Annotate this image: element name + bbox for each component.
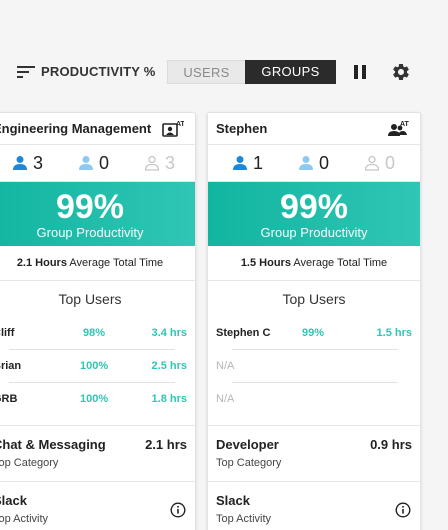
- row-divider: [232, 349, 398, 350]
- active-users-count[interactable]: 3: [12, 153, 43, 173]
- top-category[interactable]: Chat & Messaging 2.1 hrs Top Category: [0, 425, 195, 481]
- sort-icon[interactable]: [17, 66, 35, 78]
- top-activity[interactable]: Slack Top Activity: [208, 481, 420, 530]
- top-user-row[interactable]: Brian 100% 2.5 hrs: [0, 350, 195, 383]
- top-user-row[interactable]: Cliff 98% 3.4 hrs: [0, 317, 195, 350]
- admin-badge-text: AT: [400, 121, 409, 128]
- productivity-banner: 99% Group Productivity: [0, 182, 195, 246]
- average-time-value: 2.1 Hours: [16, 257, 67, 269]
- top-user-row: N/A: [208, 350, 420, 383]
- passive-user-icon: [79, 156, 93, 170]
- average-time-label: Average Total Time: [69, 257, 164, 269]
- inactive-user-icon: [364, 155, 380, 171]
- top-activity-label: Top Activity: [216, 513, 272, 525]
- top-users-title: Top Users: [58, 291, 122, 307]
- admin-users-icon[interactable]: AT: [387, 120, 409, 138]
- average-time-value: 1.5 Hours: [240, 257, 291, 269]
- group-name: Stephen: [216, 121, 268, 136]
- top-activity-name: Slack: [216, 493, 250, 508]
- productivity-label: Group Productivity: [36, 225, 144, 240]
- top-activity-name: Slack: [0, 493, 27, 508]
- active-user-icon: [13, 156, 27, 170]
- admin-icon[interactable]: AT: [162, 120, 184, 138]
- passive-user-icon: [299, 156, 313, 170]
- top-user-row[interactable]: GRB 100% 1.8 hrs: [0, 393, 187, 405]
- group-card-header: Stephen AT: [208, 113, 420, 145]
- info-icon[interactable]: [170, 502, 186, 518]
- group-card[interactable]: Stephen AT 1 0 0 99% Group Productivity …: [207, 112, 421, 530]
- inactive-user-icon: [144, 155, 160, 171]
- passive-users-count[interactable]: 0: [298, 153, 329, 173]
- info-icon[interactable]: [395, 502, 411, 518]
- average-time: 1.5 Hours Average Total Time: [208, 246, 420, 281]
- row-divider: [232, 382, 398, 383]
- top-category[interactable]: Developer 0.9 hrs Top Category: [208, 425, 420, 481]
- productivity-label: Group Productivity: [260, 225, 368, 240]
- top-category-name: Chat & Messaging: [0, 437, 106, 452]
- top-category-value: 2.1 hrs: [145, 437, 187, 452]
- users-toggle-button[interactable]: USERS: [167, 60, 245, 84]
- top-category-name: Developer: [216, 437, 279, 452]
- user-counts: 1 0 0: [208, 145, 420, 182]
- page-title: PRODUCTIVITY %: [41, 64, 156, 79]
- productivity-percent: 99%: [279, 188, 349, 226]
- inactive-users-count[interactable]: 3: [144, 153, 175, 173]
- groups-toggle-button[interactable]: GROUPS: [245, 60, 336, 84]
- top-category-value: 0.9 hrs: [370, 437, 412, 452]
- passive-users-count[interactable]: 0: [78, 153, 109, 173]
- top-category-label: Top Category: [216, 457, 282, 469]
- group-name: Engineering Management: [0, 121, 152, 136]
- active-users-count[interactable]: 1: [232, 153, 263, 173]
- productivity-banner: 99% Group Productivity: [208, 182, 420, 246]
- view-toggle: USERS GROUPS: [167, 60, 336, 84]
- row-divider: [9, 349, 175, 350]
- user-counts: 3 0 3: [0, 145, 195, 182]
- top-users-title: Top Users: [282, 291, 346, 307]
- average-time-label: Average Total Time: [293, 257, 388, 269]
- group-card-header: Engineering Management AT: [0, 113, 195, 145]
- group-card[interactable]: Engineering Management AT 3 0 3 99% Grou…: [0, 112, 196, 530]
- inactive-users-count[interactable]: 0: [364, 153, 395, 173]
- productivity-percent: 99%: [55, 188, 125, 226]
- admin-badge-text: AT: [176, 121, 184, 128]
- top-activity[interactable]: Slack Top Activity: [0, 481, 195, 530]
- gear-icon[interactable]: [391, 62, 411, 82]
- top-user-row[interactable]: Stephen C 99% 1.5 hrs: [208, 317, 420, 350]
- toolbar: PRODUCTIVITY % USERS GROUPS: [0, 58, 448, 86]
- top-user-row: N/A: [216, 393, 235, 405]
- active-user-icon: [233, 156, 247, 170]
- top-activity-label: Top Activity: [0, 513, 49, 525]
- row-divider: [9, 382, 175, 383]
- top-category-label: Top Category: [0, 457, 59, 469]
- pause-icon[interactable]: [353, 65, 367, 79]
- average-time: 2.1 Hours Average Total Time: [0, 246, 195, 281]
